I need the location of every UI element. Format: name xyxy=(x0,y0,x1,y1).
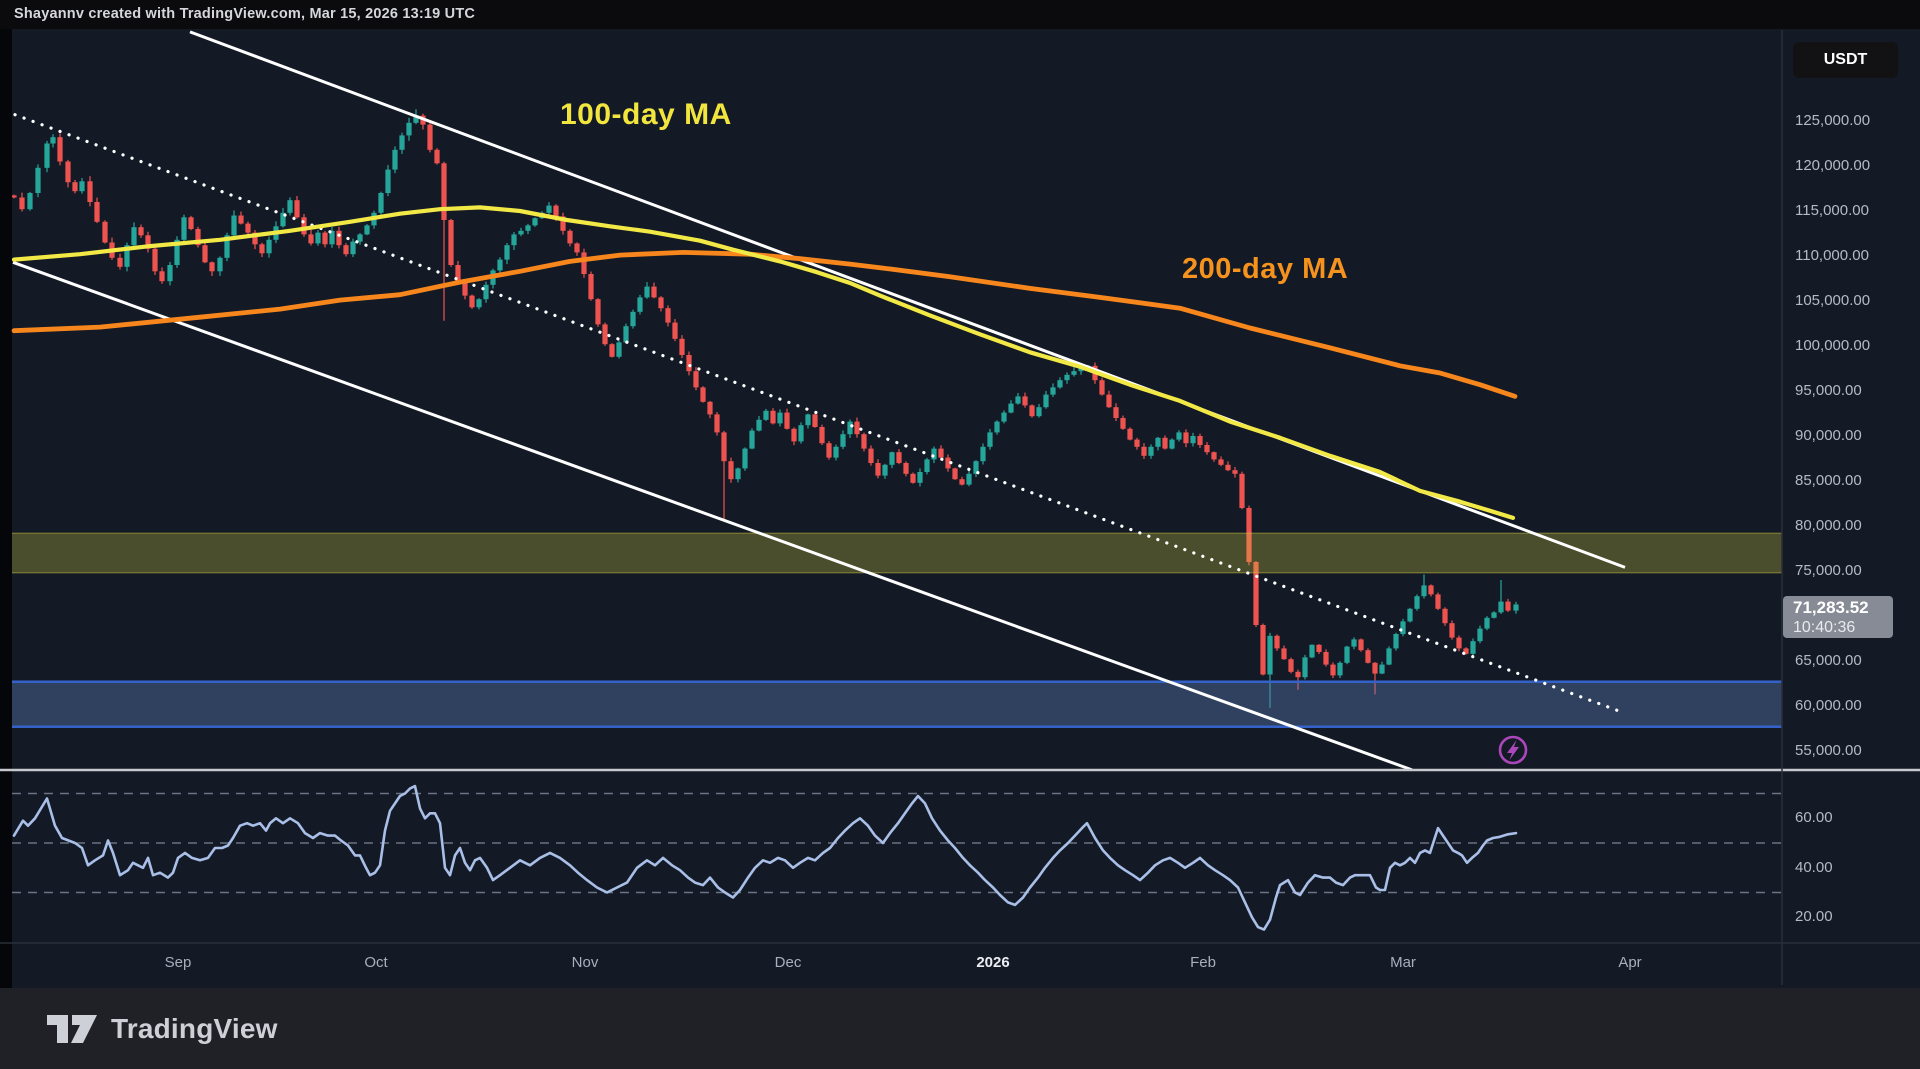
candlestick-series xyxy=(12,109,1519,708)
currency-button[interactable]: USDT xyxy=(1793,42,1898,78)
ma200-line xyxy=(11,250,1518,399)
resistance-zone xyxy=(12,532,1782,574)
tradingview-logo-icon xyxy=(47,1014,97,1043)
trendline-upper-channel[interactable] xyxy=(189,30,1626,569)
candle-countdown-timer: 10:40:36 xyxy=(1793,618,1856,636)
trendline-lower-channel[interactable] xyxy=(12,260,1413,772)
last-price-value: 71,283.52 xyxy=(1793,597,1869,617)
brand-text: TradingView xyxy=(111,1012,278,1044)
left-margin xyxy=(0,29,12,988)
attribution-text: Shayannv created with TradingView.com, M… xyxy=(14,6,476,22)
tradingview-logo[interactable]: TradingView xyxy=(46,1010,278,1048)
last-price-label: 71,283.52 10:40:36 xyxy=(1783,596,1893,638)
boost-lightning-icon[interactable] xyxy=(1498,735,1528,765)
top-bar: Shayannv created with TradingView.com, M… xyxy=(0,0,1920,29)
trendline-mid-dotted[interactable] xyxy=(13,113,1622,714)
support-zone xyxy=(12,680,1782,728)
rsi-line xyxy=(12,784,1518,931)
ma100-line xyxy=(11,205,1516,520)
footer-bar: TradingView xyxy=(0,988,1920,1069)
chart-canvas[interactable] xyxy=(0,29,1920,988)
